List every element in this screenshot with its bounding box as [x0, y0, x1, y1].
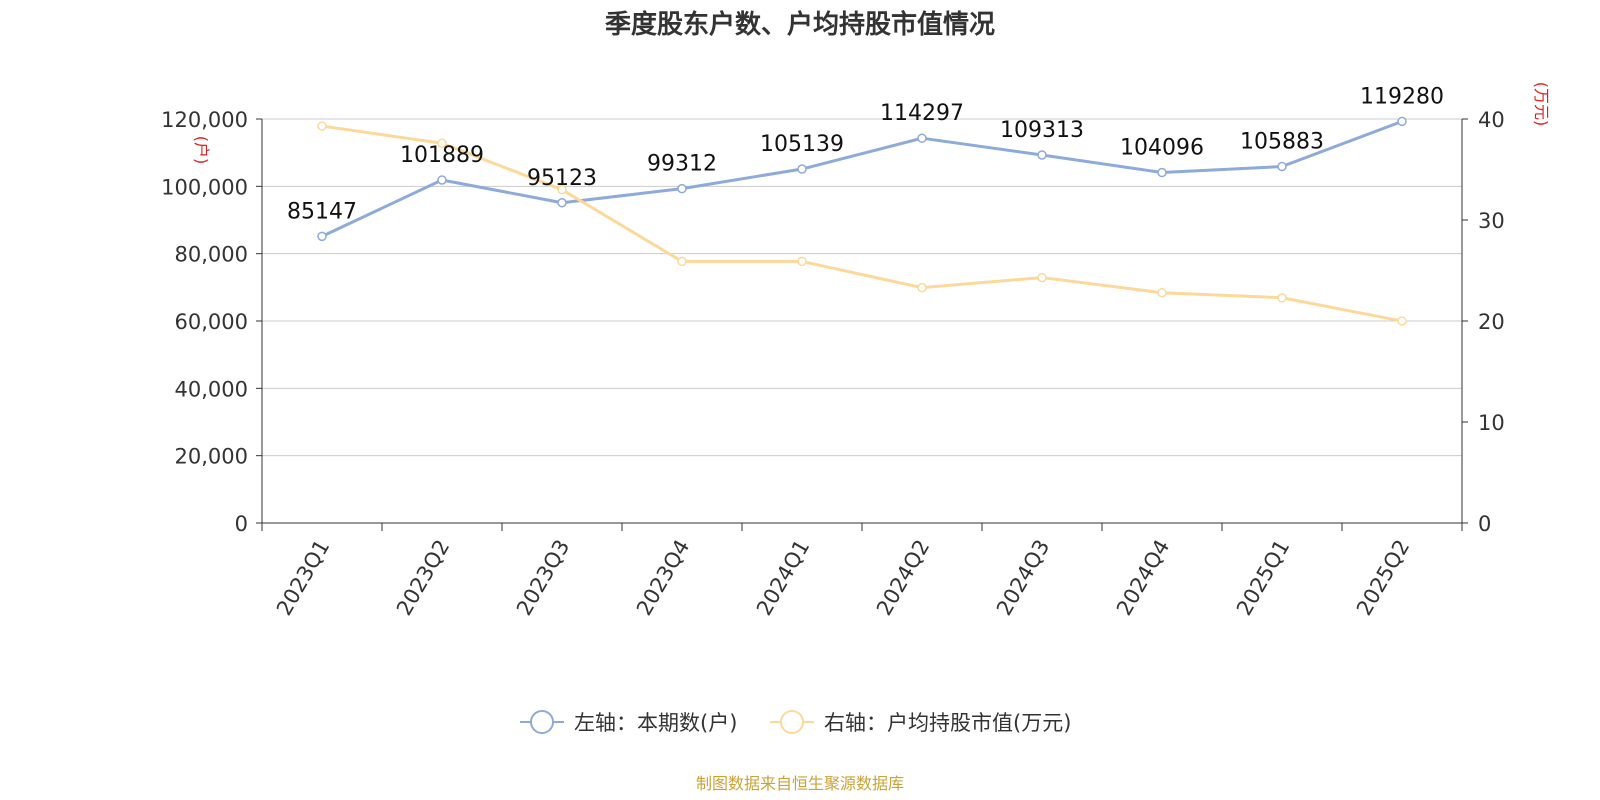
data-point	[1157, 287, 1167, 298]
legend-marker	[780, 710, 804, 734]
data-label: 99312	[647, 152, 717, 177]
data-point	[1037, 150, 1047, 160]
data-label: 85147	[287, 199, 357, 224]
grid-lines	[262, 118, 1462, 457]
data-point	[1157, 167, 1167, 178]
data-point	[1277, 293, 1287, 303]
data-label: 114297	[880, 101, 964, 126]
data-label: 104096	[1120, 136, 1204, 161]
legend-marker	[530, 710, 554, 734]
data-point	[437, 175, 447, 185]
y-right-tick-label: 20	[1478, 310, 1505, 334]
y-right-tick-label: 10	[1478, 411, 1505, 435]
data-label: 105883	[1240, 130, 1324, 155]
data-point	[317, 231, 327, 242]
data-label: 101889	[400, 143, 484, 168]
legend-item[interactable]: 右轴：户均持股市值(万元)	[770, 710, 1071, 735]
axes: 0 20,000 40,000 60,000 80,000 100,000 120,000 0…	[161, 82, 1551, 620]
data-point	[917, 282, 927, 293]
data-label: 119280	[1360, 84, 1444, 109]
data-point	[677, 256, 687, 267]
series	[317, 116, 1407, 326]
x-tick-label: 2023Q3	[512, 536, 574, 620]
y-left-tick-label: 20,000	[175, 445, 248, 469]
data-point	[797, 256, 807, 267]
y-left-tick-label: 80,000	[175, 243, 248, 267]
series-line	[321, 124, 1403, 323]
y-right-tick-label: 0	[1478, 512, 1491, 536]
data-point	[1397, 316, 1407, 326]
data-point	[557, 198, 567, 208]
data-label: 95123	[527, 166, 597, 191]
y-right-tick-label: 40	[1478, 108, 1505, 132]
data-label: 105139	[760, 132, 844, 157]
legend: 左轴：本期数(户) 右轴：户均持股市值(万元)	[520, 710, 1071, 735]
chart-title: 季度股东户数、户均持股市值情况	[604, 10, 995, 40]
x-tick-label: 2024Q2	[872, 536, 934, 620]
data-point	[1277, 161, 1287, 172]
y-left-tick-label: 40,000	[175, 377, 248, 401]
x-tick-label: 2024Q1	[752, 536, 814, 620]
y-left-tick-label: 0	[235, 512, 248, 536]
source-note: 制图数据来自恒生聚源数据库	[695, 774, 904, 793]
y-left-tick-label: 120,000	[161, 108, 248, 132]
x-tick-label: 2025Q2	[1352, 536, 1414, 620]
data-point	[797, 164, 807, 174]
x-tick-label: 2023Q2	[392, 536, 454, 620]
data-point	[557, 184, 567, 195]
x-tick-label: 2023Q4	[632, 536, 694, 620]
y-right-axis-label: (万元)	[1532, 82, 1551, 127]
y-left-tick-label: 100,000	[161, 175, 248, 199]
data-point	[317, 121, 327, 131]
y-right-tick-label: 30	[1478, 209, 1505, 233]
y-left-tick-label: 60,000	[175, 310, 248, 334]
data-point	[437, 138, 447, 148]
data-point	[677, 183, 687, 194]
x-tick-label: 2024Q4	[1112, 536, 1174, 620]
data-point	[1397, 116, 1407, 127]
legend-label: 右轴：户均持股市值(万元)	[824, 711, 1071, 735]
series-line	[321, 120, 1403, 238]
data-point	[917, 133, 927, 143]
data-labels: 85147 101889 95123 99312 105139 114297 109313 1…	[287, 84, 1444, 224]
data-label: 109313	[1000, 118, 1084, 143]
legend-label: 左轴：本期数(户)	[574, 711, 737, 735]
legend-item[interactable]: 左轴：本期数(户)	[520, 710, 737, 735]
x-tick-label: 2024Q3	[992, 536, 1054, 620]
x-tick-label: 2025Q1	[1232, 536, 1294, 620]
y-left-axis-label: (户)	[192, 136, 211, 165]
x-tick-label: 2023Q1	[272, 536, 334, 620]
data-point	[1037, 272, 1047, 283]
